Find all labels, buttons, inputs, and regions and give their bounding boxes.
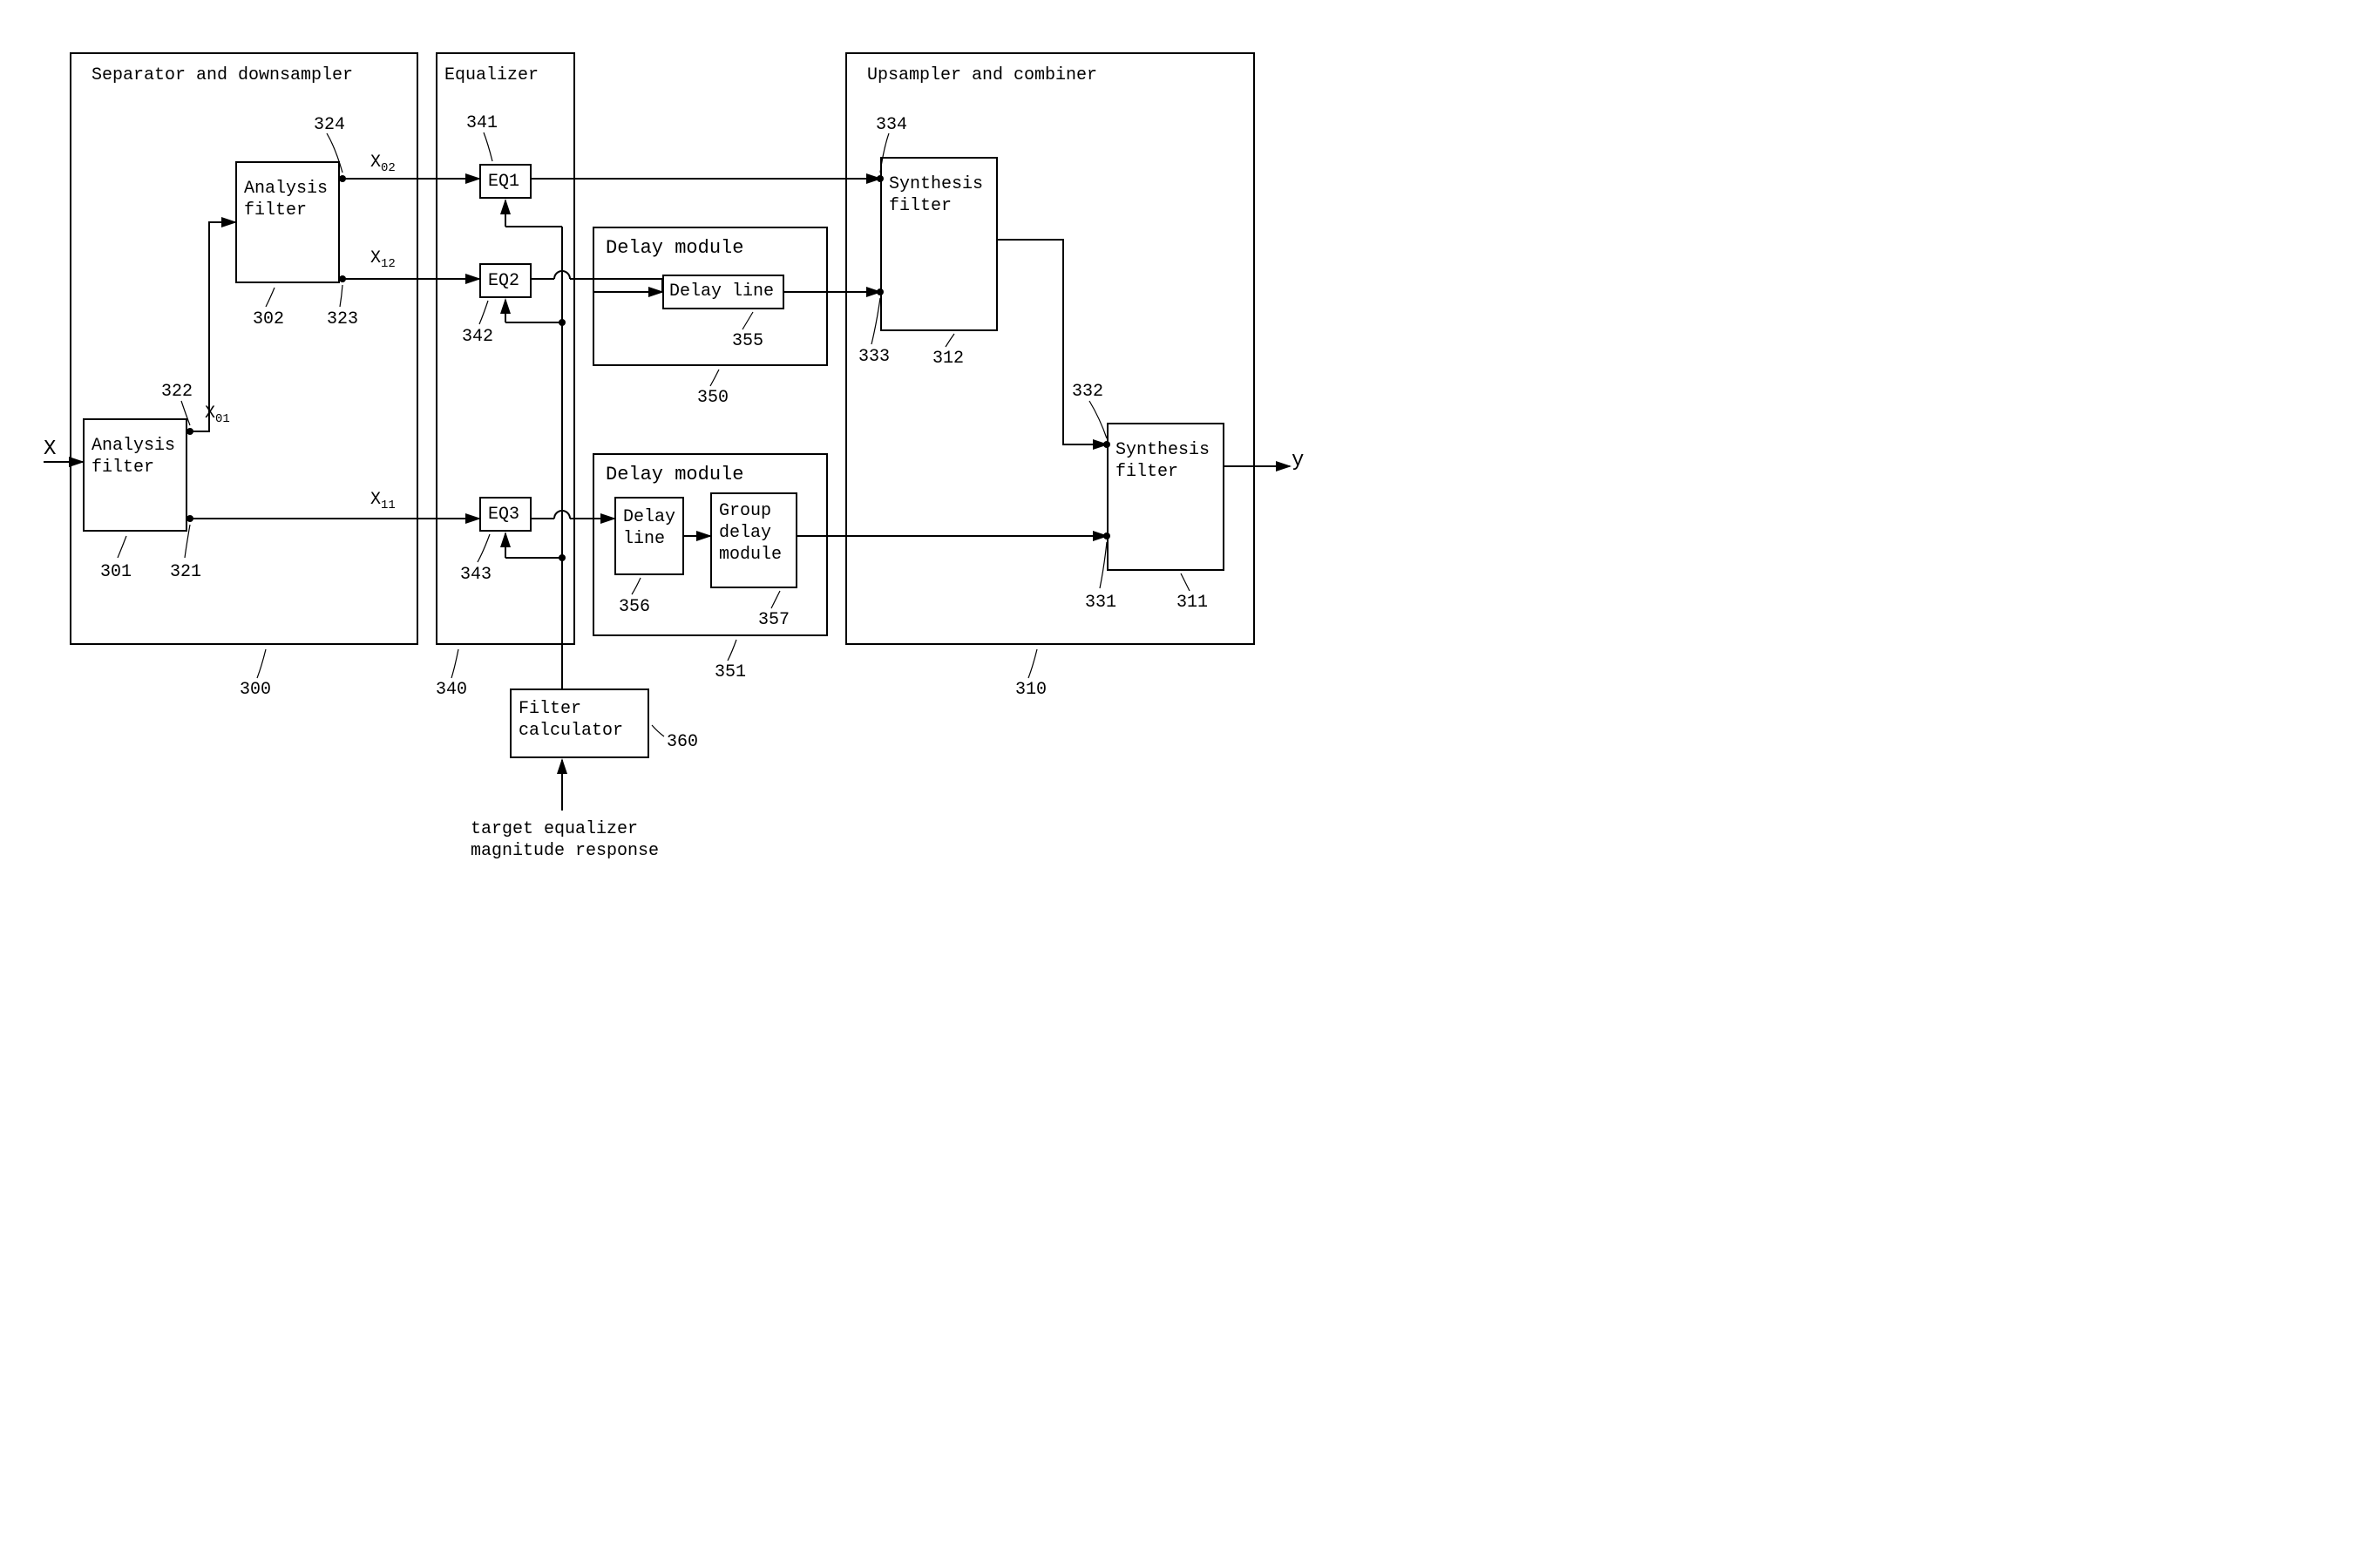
x02-sub: 02: [381, 161, 396, 175]
synth2-l1: Synthesis: [889, 174, 983, 194]
separator-group: [70, 52, 418, 645]
upsampler-title: Upsampler and combiner: [867, 65, 1097, 85]
p321: 321: [170, 562, 201, 582]
delay-bottom-ref: 351: [715, 662, 746, 682]
x11-label: X11: [370, 490, 396, 512]
p333: 333: [858, 347, 890, 367]
delayline-top-ref: 355: [732, 331, 763, 351]
analysis1-l2: filter: [92, 458, 154, 478]
x-input-label: X: [44, 438, 56, 461]
eq1-ref: 341: [466, 113, 498, 133]
filtercalc-ref: 360: [667, 732, 698, 752]
delay-top-ref: 350: [697, 388, 729, 408]
filtercalc-l2: calculator: [519, 721, 623, 741]
analysis2-l2: filter: [244, 200, 307, 220]
eq1-label: EQ1: [488, 172, 519, 192]
separator-ref: 300: [240, 680, 271, 700]
separator-title: Separator and downsampler: [92, 65, 353, 85]
synth1-ref: 311: [1176, 593, 1208, 613]
x02-label: X02: [370, 153, 396, 175]
x12-label: X12: [370, 248, 396, 271]
groupdelay-l2: delay: [719, 523, 771, 543]
block-diagram: Separator and downsampler 300 Equalizer …: [35, 35, 1325, 906]
p332: 332: [1072, 382, 1103, 402]
p334: 334: [876, 115, 907, 135]
delayline-bot-l1: Delay: [623, 507, 675, 527]
p331: 331: [1085, 593, 1116, 613]
synth2-l2: filter: [889, 196, 952, 216]
x11-sub: 11: [381, 499, 396, 512]
eq3-label: EQ3: [488, 505, 519, 525]
equalizer-title: Equalizer: [444, 65, 539, 85]
x12-sub: 12: [381, 257, 396, 271]
delayline-bot-ref: 356: [619, 597, 650, 617]
x12-base: X: [370, 248, 381, 268]
delay-top-title: Delay module: [606, 237, 743, 259]
x01-label: X01: [205, 404, 230, 426]
groupdelay-ref: 357: [758, 610, 790, 630]
p322: 322: [161, 382, 193, 402]
groupdelay-l3: module: [719, 545, 782, 565]
y-output-label: y: [1292, 449, 1304, 472]
synth1-l1: Synthesis: [1115, 440, 1210, 460]
eq2-ref: 342: [462, 327, 493, 347]
synth2-ref: 312: [932, 349, 964, 369]
bottom-text-2: magnitude response: [471, 841, 659, 861]
bottom-text-1: target equalizer: [471, 819, 638, 839]
analysis1-l1: Analysis: [92, 436, 175, 456]
p324: 324: [314, 115, 345, 135]
analysis1-ref: 301: [100, 562, 132, 582]
x11-base: X: [370, 490, 381, 510]
equalizer-ref: 340: [436, 680, 467, 700]
groupdelay-l1: Group: [719, 501, 771, 521]
upsampler-ref: 310: [1015, 680, 1047, 700]
x01-base: X: [205, 404, 215, 424]
eq2-label: EQ2: [488, 271, 519, 291]
eq3-ref: 343: [460, 565, 492, 585]
filtercalc-l1: Filter: [519, 699, 581, 719]
equalizer-group: [436, 52, 575, 645]
delayline-bot-l2: line: [623, 529, 665, 549]
delayline-top-label: Delay line: [669, 282, 774, 302]
x02-base: X: [370, 153, 381, 173]
analysis2-ref: 302: [253, 309, 284, 329]
x01-sub: 01: [215, 412, 230, 426]
p323: 323: [327, 309, 358, 329]
analysis2-l1: Analysis: [244, 179, 328, 199]
synth1-l2: filter: [1115, 462, 1178, 482]
delay-bottom-title: Delay module: [606, 464, 743, 485]
